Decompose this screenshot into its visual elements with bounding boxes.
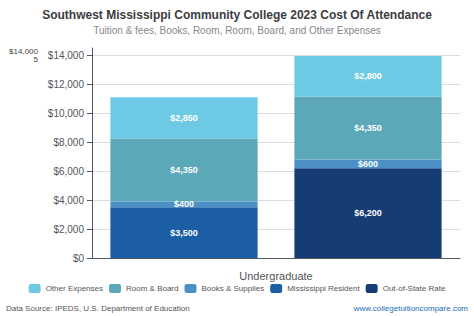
svg-text:Data Source: IPEDS, U.S. Depar: Data Source: IPEDS, U.S. Department of E… (6, 304, 190, 313)
svg-text:$6,000: $6,000 (53, 166, 84, 177)
svg-text:$3,500: $3,500 (170, 228, 198, 238)
svg-text:$14,000: $14,000 (48, 50, 85, 61)
svg-text:$8,000: $8,000 (53, 137, 84, 148)
svg-text:Out-of-State Rate: Out-of-State Rate (383, 284, 446, 293)
svg-text:Books & Supplies: Books & Supplies (201, 284, 264, 293)
svg-text:Southwest Mississippi Communit: Southwest Mississippi Community College … (42, 8, 432, 22)
svg-text:$2,850: $2,850 (170, 113, 198, 123)
svg-text:www.collegetuitioncompare.com: www.collegetuitioncompare.com (353, 304, 469, 313)
svg-text:$600: $600 (358, 159, 378, 169)
svg-text:Room & Board: Room & Board (126, 284, 178, 293)
svg-text:$2,800: $2,800 (354, 71, 382, 81)
svg-text:$12,000: $12,000 (48, 79, 85, 90)
svg-text:Tuition & fees, Books, Room, R: Tuition & fees, Books, Room, Room, Board… (93, 25, 381, 36)
svg-text:5: 5 (34, 55, 39, 64)
svg-text:Other Expenses: Other Expenses (46, 284, 103, 293)
svg-text:$6,200: $6,200 (354, 208, 382, 218)
svg-text:$10,000: $10,000 (48, 108, 85, 119)
svg-text:$4,350: $4,350 (170, 165, 198, 175)
svg-text:Undergraduate: Undergraduate (239, 270, 312, 282)
svg-text:Mississippi Resident: Mississippi Resident (287, 284, 360, 293)
svg-text:$4,350: $4,350 (354, 123, 382, 133)
svg-text:$0: $0 (73, 253, 85, 264)
svg-text:$14,000: $14,000 (9, 46, 38, 56)
svg-text:$400: $400 (174, 199, 194, 209)
svg-text:$4,000: $4,000 (53, 195, 84, 206)
svg-text:$2,000: $2,000 (53, 224, 84, 235)
